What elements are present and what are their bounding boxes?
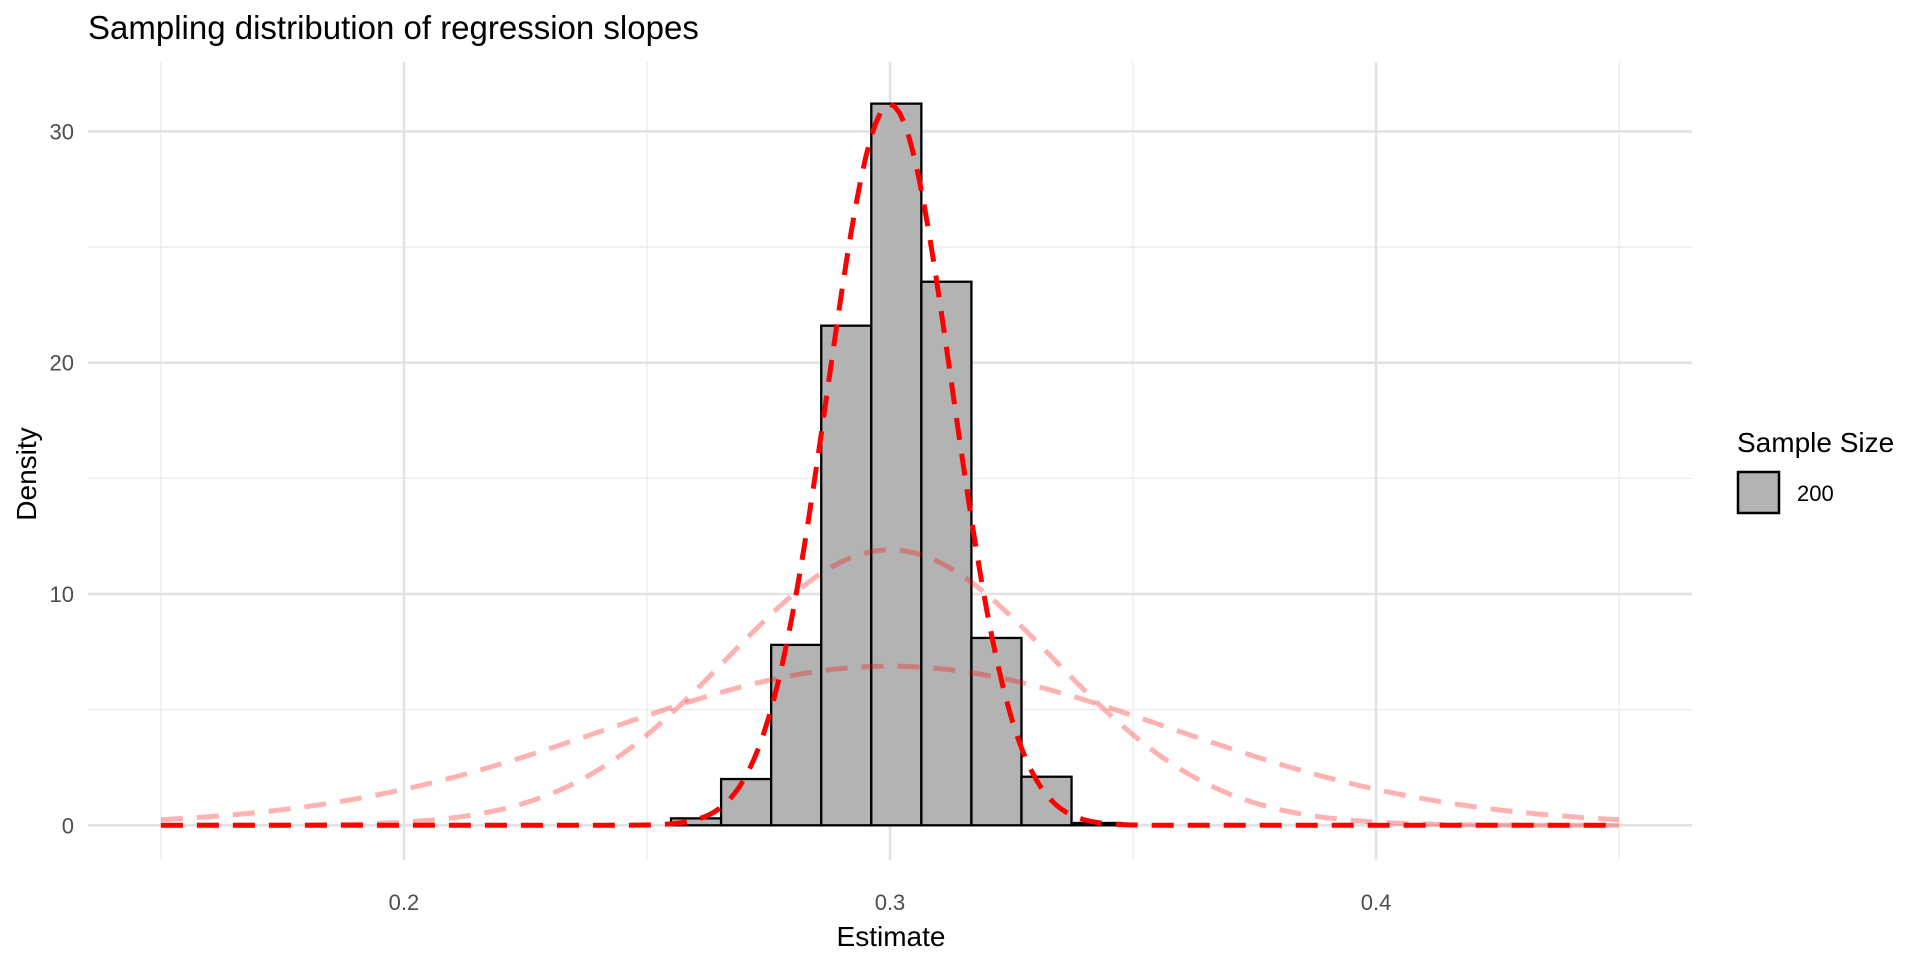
x-tick-label: 0.2	[389, 890, 420, 915]
histogram-bar	[970, 636, 1023, 827]
x-axis-ticks: 0.2 0.3 0.4	[389, 890, 1392, 915]
histogram-bar	[719, 777, 773, 827]
density-curves	[160, 101, 1620, 828]
histogram-bars	[669, 102, 1123, 827]
histogram-bar	[770, 643, 823, 827]
legend-title: Sample Size	[1737, 427, 1894, 458]
legend-label-200: 200	[1797, 481, 1834, 506]
x-tick-label: 0.4	[1361, 890, 1392, 915]
histogram-bar	[870, 102, 923, 827]
histogram-bar	[920, 280, 973, 827]
y-tick-label: 0	[62, 813, 74, 838]
x-tick-label: 0.3	[875, 890, 906, 915]
legend-key-200	[1736, 470, 1781, 515]
histogram-bar	[820, 324, 873, 827]
legend: Sample Size 200	[1736, 427, 1894, 515]
y-tick-label: 20	[50, 351, 74, 376]
x-axis-title: Estimate	[837, 921, 946, 952]
y-tick-label: 30	[50, 119, 74, 144]
y-axis-ticks: 0 10 20 30	[50, 119, 74, 838]
y-tick-label: 10	[50, 582, 74, 607]
y-axis-title: Density	[11, 427, 42, 520]
chart-title: Sampling distribution of regression slop…	[88, 9, 699, 46]
density-curve	[160, 101, 1620, 828]
histogram-bar	[1020, 775, 1073, 827]
